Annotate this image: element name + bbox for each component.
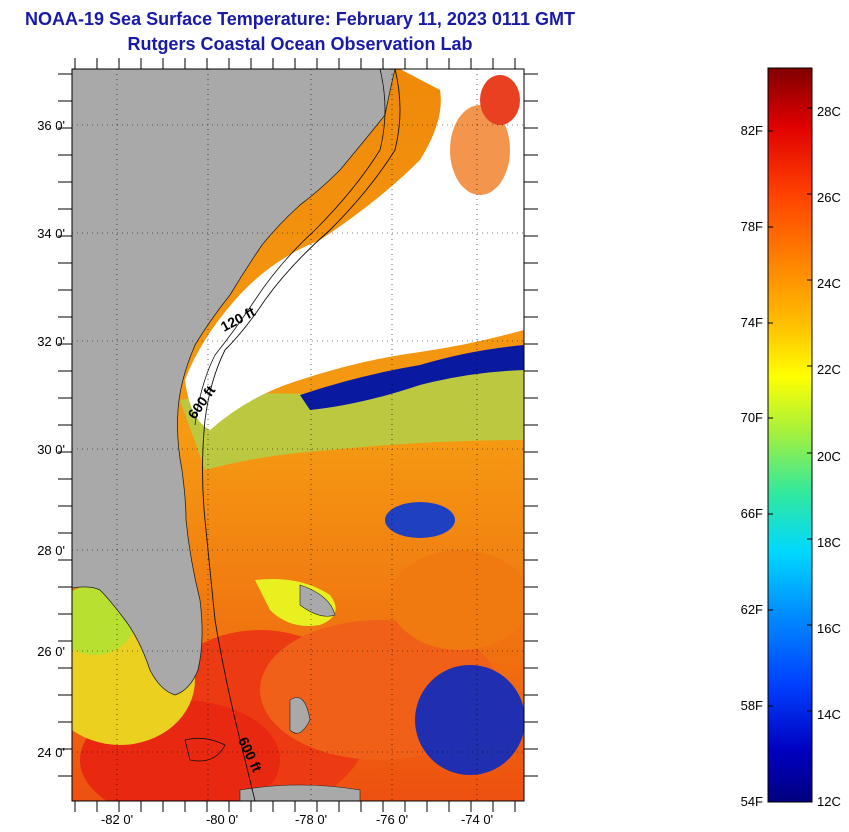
cloud-cover <box>185 69 524 430</box>
lon-label: -76 0' <box>376 812 408 827</box>
colorbar-f-label: 58F <box>741 698 763 713</box>
cold-cloud-edge <box>300 345 524 410</box>
land-island <box>299 584 336 617</box>
lon-label: -78 0' <box>295 812 327 827</box>
colorbar-c-label: 18C <box>817 535 841 550</box>
lat-label: 26 0' <box>37 644 65 659</box>
lat-label: 30 0' <box>37 442 65 457</box>
warm-patch <box>390 550 524 650</box>
shelf-water <box>180 360 524 470</box>
map-imagery <box>72 69 524 801</box>
colorbar-f-label: 66F <box>741 506 763 521</box>
graticule <box>72 69 524 801</box>
colorbar-f-label: 70F <box>741 410 763 425</box>
lat-label: 24 0' <box>37 745 65 760</box>
lon-label: -74 0' <box>461 812 493 827</box>
colorbar-c-label: 22C <box>817 362 841 377</box>
land-island <box>289 697 311 734</box>
map-title: NOAA-19 Sea Surface Temperature: Februar… <box>25 9 575 29</box>
colorbar-f-label: 74F <box>741 315 763 330</box>
contour-loop <box>184 737 226 762</box>
colorbar-f-label: 78F <box>741 219 763 234</box>
colorbar-c-label: 24C <box>817 276 841 291</box>
lon-label: -82 0' <box>101 812 133 827</box>
contour-600ft <box>202 69 401 801</box>
lat-label: 36 0' <box>37 118 65 133</box>
warm-patch <box>480 75 520 125</box>
colorbar-c-label: 20C <box>817 449 841 464</box>
map-subtitle: Rutgers Coastal Ocean Observation Lab <box>127 34 473 54</box>
colorbar-c-label: 14C <box>817 707 841 722</box>
map-frame <box>71 68 525 802</box>
colorbar-f-label: 82F <box>741 123 763 138</box>
lat-label: 34 0' <box>37 226 65 241</box>
cold-cloud-patch <box>415 665 524 775</box>
colorbar-c-label: 26C <box>817 190 841 205</box>
lat-label: 28 0' <box>37 543 65 558</box>
warm-patch <box>450 105 510 195</box>
contour-120ft <box>194 69 386 426</box>
cold-cloud-patch <box>385 502 455 538</box>
colorbar <box>767 67 813 803</box>
colorbar-f-label: 54F <box>741 794 763 809</box>
lat-label: 32 0' <box>37 334 65 349</box>
axis-ticks <box>58 58 538 812</box>
colorbar-c-label: 12C <box>817 794 841 809</box>
colorbar-f-label: 62F <box>741 602 763 617</box>
bahamas-bank <box>255 579 336 626</box>
land-island <box>239 784 361 801</box>
colorbar-ticks <box>768 107 812 712</box>
colorbar-c-label: 28C <box>817 104 841 119</box>
colorbar-c-label: 16C <box>817 621 841 636</box>
lon-label: -80 0' <box>206 812 238 827</box>
land-mainland <box>72 69 396 696</box>
